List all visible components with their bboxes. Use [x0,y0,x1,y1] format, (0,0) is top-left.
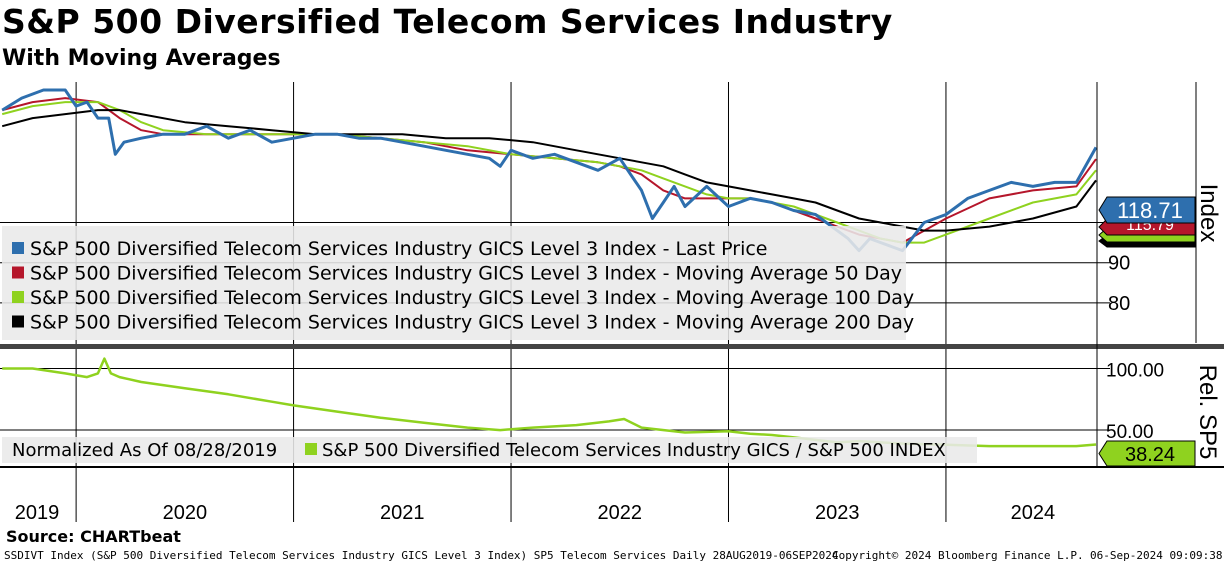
normalization-note: Normalized As Of 08/28/2019 [12,440,277,461]
source-note: Source: CHARTbeat [6,527,181,546]
index-axis-title: Index [1195,184,1222,243]
last-price-label: 118.71 [1117,198,1183,223]
year-tick-label: 2024 [1011,502,1056,524]
series-line-2 [1,101,1097,244]
year-tick-label: 2023 [815,502,860,524]
legend-swatch [12,315,24,328]
legend-entry: S&P 500 Diversified Telecom Services Ind… [30,287,914,309]
year-tick-label: 2021 [380,502,425,524]
lower-legend-background [2,437,977,463]
legend-background [2,226,906,340]
series-line-3 [1,109,1097,232]
footer-copyright: Copyright© 2024 Bloomberg Finance L.P. [832,549,1084,562]
pane-divider [0,344,1224,349]
lower-legend-entry: S&P 500 Diversified Telecom Services Ind… [322,440,946,461]
year-tick-label: 2022 [598,502,643,524]
page-subtitle: With Moving Averages [2,46,281,71]
relative-value-flag [1098,440,1196,467]
legend-entry: S&P 500 Diversified Telecom Services Ind… [30,238,768,260]
year-tick-label: 2020 [163,502,208,524]
legend-swatch [12,242,24,254]
last-price-label-flag [1098,196,1196,224]
legend: S&P 500 Diversified Telecom Services Ind… [2,226,977,463]
legend-swatch [12,291,24,303]
footer-timestamp: 06-Sep-2024 09:09:38 [1090,549,1223,562]
relative-tick-label: 50.00 [1106,422,1154,443]
index-tick-label: 80 [1108,293,1130,315]
year-tick-label: 2019 [15,502,60,524]
relative-value-label: 38.24 [1125,444,1175,466]
footer-description: SSDIVT Index (S&P 500 Diversified Teleco… [4,549,839,562]
legend-entry: S&P 500 Diversified Telecom Services Ind… [30,312,914,334]
relative-series-group [2,357,1097,448]
lower-legend-swatch [305,443,317,455]
legend-swatch [12,266,24,279]
page-title: S&P 500 Diversified Telecom Services Ind… [2,2,893,41]
index-tick-label: 90 [1108,253,1130,275]
legend-entry: S&P 500 Diversified Telecom Services Ind… [30,263,902,285]
relative-series-line [2,357,1097,448]
relative-axis-title: Rel. SP5 [1194,365,1221,460]
relative-tick-label: 100.00 [1106,360,1164,381]
